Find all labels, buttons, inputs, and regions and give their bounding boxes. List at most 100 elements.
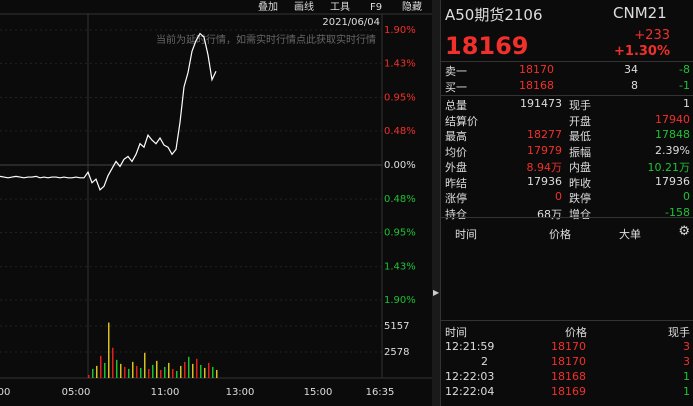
y-tick-label: 0.48% bbox=[384, 126, 416, 137]
book-price: 18170 bbox=[519, 63, 554, 76]
tab[interactable]: 大单 bbox=[619, 228, 641, 241]
volume-bar bbox=[112, 347, 114, 378]
stat-label: 最高 bbox=[445, 130, 467, 143]
stat-value: 17936 bbox=[655, 174, 690, 188]
stat-value: 0 bbox=[683, 190, 690, 203]
trade-time: 12:22:03 bbox=[445, 370, 495, 383]
volume-bar bbox=[212, 366, 214, 378]
collapse-arrow[interactable]: ▶ bbox=[433, 288, 440, 297]
x-tick-label: 11:00 bbox=[151, 387, 180, 398]
trade-volume: 3 bbox=[683, 340, 690, 353]
y-tick-label: 1.90% bbox=[384, 25, 416, 36]
x-tick-label: 15:00 bbox=[304, 387, 333, 398]
stat-label: 跌停 bbox=[569, 192, 591, 205]
x-tick-label: 05:00 bbox=[62, 387, 91, 398]
notice[interactable]: 当前为延时行情，如需实时行情点此获取实时行情 bbox=[156, 33, 376, 46]
volume-bar bbox=[192, 363, 194, 378]
trade-time: 12:21:59 bbox=[445, 340, 495, 353]
toolbar-button[interactable]: 画线 bbox=[294, 0, 314, 13]
y-tick-label: 1.43% bbox=[384, 58, 416, 69]
stat-label: 最低 bbox=[569, 130, 591, 143]
tab[interactable]: 时间 bbox=[455, 228, 477, 241]
volume-bar bbox=[204, 367, 206, 378]
y-tick-label: 1.90% bbox=[384, 295, 416, 306]
stat-label: 昨收 bbox=[569, 176, 591, 190]
change-pct: +1.30% bbox=[614, 44, 670, 59]
trades-header: 价格 bbox=[565, 326, 587, 339]
book-change: -1 bbox=[679, 79, 690, 92]
volume-bar bbox=[176, 370, 178, 378]
volume-bar bbox=[156, 360, 158, 378]
y-tick-label: 0.00% bbox=[384, 160, 416, 171]
trade-volume: 1 bbox=[683, 385, 690, 398]
trade-price: 18170 bbox=[551, 355, 586, 368]
chart: 2021/06/04 当前为延时行情，如需实时行情点此获取实时行情 叠加 画线 工具… bbox=[0, 0, 432, 406]
change: +233 bbox=[634, 28, 670, 43]
stat-value: -158 bbox=[665, 205, 690, 219]
stat-value: 17848 bbox=[655, 128, 690, 141]
volume-bar bbox=[88, 374, 90, 378]
toolbar-button[interactable]: 工具 bbox=[330, 1, 350, 13]
stat-value: 17940 bbox=[655, 112, 690, 126]
price-line bbox=[0, 32, 217, 191]
volume-bar bbox=[188, 356, 190, 378]
divider bbox=[441, 95, 693, 96]
book-volume: 34 bbox=[624, 63, 638, 76]
toolbar-button[interactable]: F9 bbox=[370, 2, 382, 13]
volume-bar bbox=[140, 367, 142, 378]
divider bbox=[441, 320, 693, 321]
settings-icon: ⚙ bbox=[678, 224, 690, 239]
stat-label: 涨停 bbox=[445, 192, 467, 205]
volume-bar bbox=[136, 365, 138, 378]
chart-bg bbox=[0, 0, 432, 406]
volume-bar bbox=[100, 355, 102, 378]
y-tick-label: 0.95% bbox=[384, 93, 416, 104]
volume-bar bbox=[116, 359, 118, 378]
instrument-code: CNM21 bbox=[613, 4, 667, 22]
stat-label: 现手 bbox=[569, 99, 591, 112]
book-price: 18168 bbox=[519, 79, 554, 92]
quote-panel: A50期货2106 CNM21 18169 +233 +1.30% 卖一 18170 34 -8… bbox=[440, 0, 693, 406]
volume-bar bbox=[172, 368, 174, 378]
last-price: 18169 bbox=[445, 32, 529, 60]
stat-value: 1 bbox=[683, 97, 690, 110]
trades-header: 时间 bbox=[445, 326, 467, 339]
y-tick-label: 0.95% bbox=[384, 228, 416, 239]
divider bbox=[441, 217, 693, 218]
stat-value: 10.21万 bbox=[647, 161, 691, 174]
trade-time: 2 bbox=[481, 355, 488, 368]
stat-value: 0 bbox=[555, 190, 562, 203]
stat-label: 昨结 bbox=[445, 176, 467, 190]
stat-value: 68万 bbox=[537, 207, 562, 221]
volume-bar bbox=[120, 363, 122, 378]
volume-bar bbox=[208, 362, 210, 378]
toolbar-button[interactable]: 叠加 bbox=[258, 1, 278, 13]
volume-tick-label: 2578 bbox=[384, 347, 409, 358]
book-change: -8 bbox=[679, 63, 690, 76]
tab[interactable]: 价格 bbox=[549, 228, 571, 241]
stat-value: 191473 bbox=[520, 97, 562, 110]
toolbar-button[interactable]: 隐藏 bbox=[402, 1, 422, 13]
collapse-bar[interactable]: ▶ bbox=[432, 0, 440, 406]
stat-label: 内盘 bbox=[569, 161, 591, 174]
volume-bar bbox=[132, 361, 134, 378]
trade-time: 12:22:04 bbox=[445, 385, 495, 398]
volume-bar bbox=[168, 362, 170, 378]
trade-price: 18169 bbox=[551, 385, 586, 398]
book-label: 买一 bbox=[445, 81, 467, 94]
book-volume: 8 bbox=[631, 79, 638, 92]
y-tick-label: 0.48% bbox=[384, 194, 416, 205]
trades-header: 现手 bbox=[668, 326, 690, 339]
volume-bar bbox=[180, 365, 182, 378]
volume-bar bbox=[152, 364, 154, 378]
volume-tick-label: 5157 bbox=[384, 321, 409, 332]
volume-bar bbox=[96, 365, 98, 378]
stat-label: 持仓 bbox=[445, 207, 467, 221]
trade-volume: 3 bbox=[683, 355, 690, 368]
date: 2021/06/04 bbox=[322, 17, 380, 28]
volume-bar bbox=[164, 366, 166, 378]
stat-label: 增仓 bbox=[569, 207, 591, 221]
volume-bar bbox=[128, 368, 130, 378]
stat-label: 均价 bbox=[445, 145, 467, 159]
